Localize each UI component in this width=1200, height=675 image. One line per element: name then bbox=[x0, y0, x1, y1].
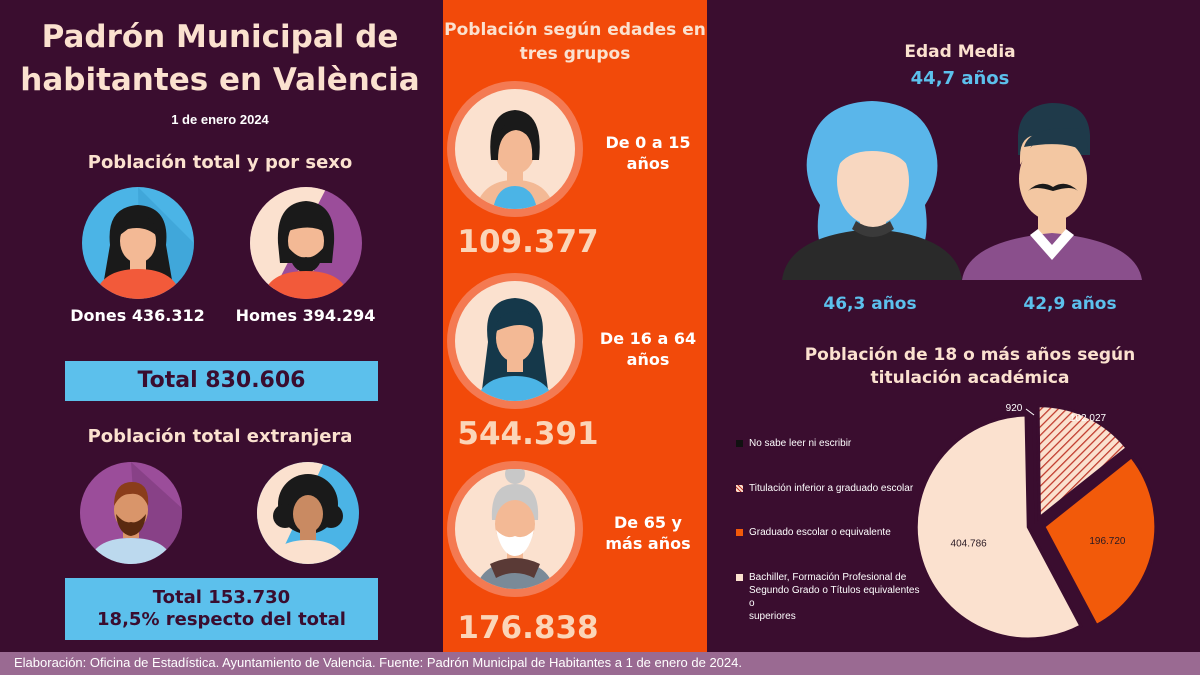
mean-age-woman-icon bbox=[782, 101, 962, 280]
pie-slice-2 bbox=[1041, 454, 1158, 628]
mean-age-heading: Edad Media bbox=[904, 42, 1016, 62]
age-groups-heading: Población según edades en tres grupos bbox=[443, 18, 707, 66]
pie-label-2: 196.720 bbox=[1089, 536, 1126, 547]
mean-age-women: 46,3 años bbox=[823, 294, 917, 314]
age-group-2-line-1: De 65 y bbox=[614, 513, 682, 532]
legend-text-1: Titulación inferior a graduado escolar bbox=[749, 483, 914, 494]
legend-swatch-2 bbox=[736, 529, 743, 536]
pie-label-3: 404.786 bbox=[951, 539, 988, 550]
chart-title: Población de 18 o más años según titulac… bbox=[760, 344, 1180, 390]
chart-title-line-1: Población de 18 o más años según bbox=[804, 345, 1136, 365]
age-group-0-line-2: años bbox=[626, 154, 670, 173]
age-group-1-line-1: De 16 a 64 bbox=[599, 329, 697, 348]
mean-age-overall: 44,7 años bbox=[910, 68, 1010, 89]
legend-text-2: Graduado escolar o equivalente bbox=[749, 527, 891, 538]
pie-label-0: 920 bbox=[1006, 403, 1023, 414]
women-count-label: Dones 436.312 bbox=[70, 306, 205, 325]
pie-slice-3 bbox=[914, 413, 1083, 641]
legend-swatch-0 bbox=[736, 440, 743, 447]
age-group-0-value: 109.377 bbox=[457, 224, 599, 260]
mean-age-men: 42,9 años bbox=[1023, 294, 1117, 314]
child-avatar-icon bbox=[447, 81, 583, 217]
foreign-heading: Población total extranjera bbox=[87, 426, 353, 447]
age-group-0-label: De 0 a 15 años bbox=[598, 132, 698, 174]
legend-text-3-line-3: superiores bbox=[749, 611, 796, 622]
age-group-2-line-2: más años bbox=[605, 534, 691, 553]
page-title: Padrón Municipal de habitantes en Valènc… bbox=[20, 16, 420, 102]
pie-slice-0 bbox=[1032, 411, 1038, 526]
foreign-man-avatar-icon bbox=[80, 462, 182, 564]
man-avatar-icon bbox=[250, 187, 362, 299]
foreign-total-line-2: 18,5% respecto del total bbox=[97, 609, 346, 630]
title-line-1: Padrón Municipal de bbox=[41, 19, 399, 55]
men-count-label: Homes 394.294 bbox=[235, 306, 376, 325]
education-pie-chart: 920 102.027 196.720 404.786 bbox=[914, 403, 1158, 641]
legend-text-0: No sabe leer ni escribir bbox=[749, 438, 852, 449]
age-group-1-value: 544.391 bbox=[457, 416, 599, 452]
date-label: 1 de enero 2024 bbox=[171, 112, 269, 127]
legend-text-3-line-1: Bachiller, Formación Profesional de bbox=[749, 572, 907, 583]
adult-avatar-icon bbox=[447, 273, 583, 409]
age-group-1-line-2: años bbox=[626, 350, 670, 369]
legend-text-3: Bachiller, Formación Profesional de Segu… bbox=[749, 571, 926, 623]
age-group-1-label: De 16 a 64 años bbox=[598, 328, 698, 370]
left-panel bbox=[0, 0, 443, 652]
pie-slice-1 bbox=[1036, 404, 1130, 521]
pie-label-1: 102.027 bbox=[1070, 413, 1107, 424]
age-group-0-line-1: De 0 a 15 bbox=[605, 133, 691, 152]
sex-heading: Población total y por sexo bbox=[87, 152, 353, 173]
legend-item-1: Titulación inferior a graduado escolar bbox=[736, 482, 926, 495]
age-heading-line-1: Población según edades en bbox=[444, 20, 706, 40]
chart-title-line-2: titulación académica bbox=[870, 368, 1070, 388]
legend-item-3: Bachiller, Formación Profesional de Segu… bbox=[736, 571, 926, 623]
foreign-total-box: Total 153.730 18,5% respecto del total bbox=[65, 578, 378, 640]
total-population-box: Total 830.606 bbox=[65, 361, 378, 401]
age-heading-line-2: tres grupos bbox=[519, 44, 631, 64]
foreign-total-line-1: Total 153.730 bbox=[152, 587, 291, 608]
age-group-2-label: De 65 y más años bbox=[598, 512, 698, 554]
woman-avatar-icon bbox=[82, 187, 194, 299]
title-line-2: habitantes en València bbox=[20, 62, 420, 98]
legend-item-0: No sabe leer ni escribir bbox=[736, 437, 851, 450]
legend-swatch-1 bbox=[736, 485, 743, 492]
mean-age-man-icon bbox=[962, 103, 1142, 280]
senior-avatar-icon bbox=[447, 461, 583, 597]
legend-item-2: Graduado escolar o equivalente bbox=[736, 526, 926, 539]
legend-swatch-3 bbox=[736, 574, 743, 581]
legend-text-3-line-2: Segundo Grado o Títulos equivalentes o bbox=[749, 585, 920, 609]
age-group-2-value: 176.838 bbox=[457, 610, 599, 646]
foreign-woman-avatar-icon bbox=[257, 462, 359, 564]
pie-leader-line bbox=[1025, 408, 1035, 416]
footer-source: Elaboración: Oficina de Estadística. Ayu… bbox=[0, 652, 1200, 675]
